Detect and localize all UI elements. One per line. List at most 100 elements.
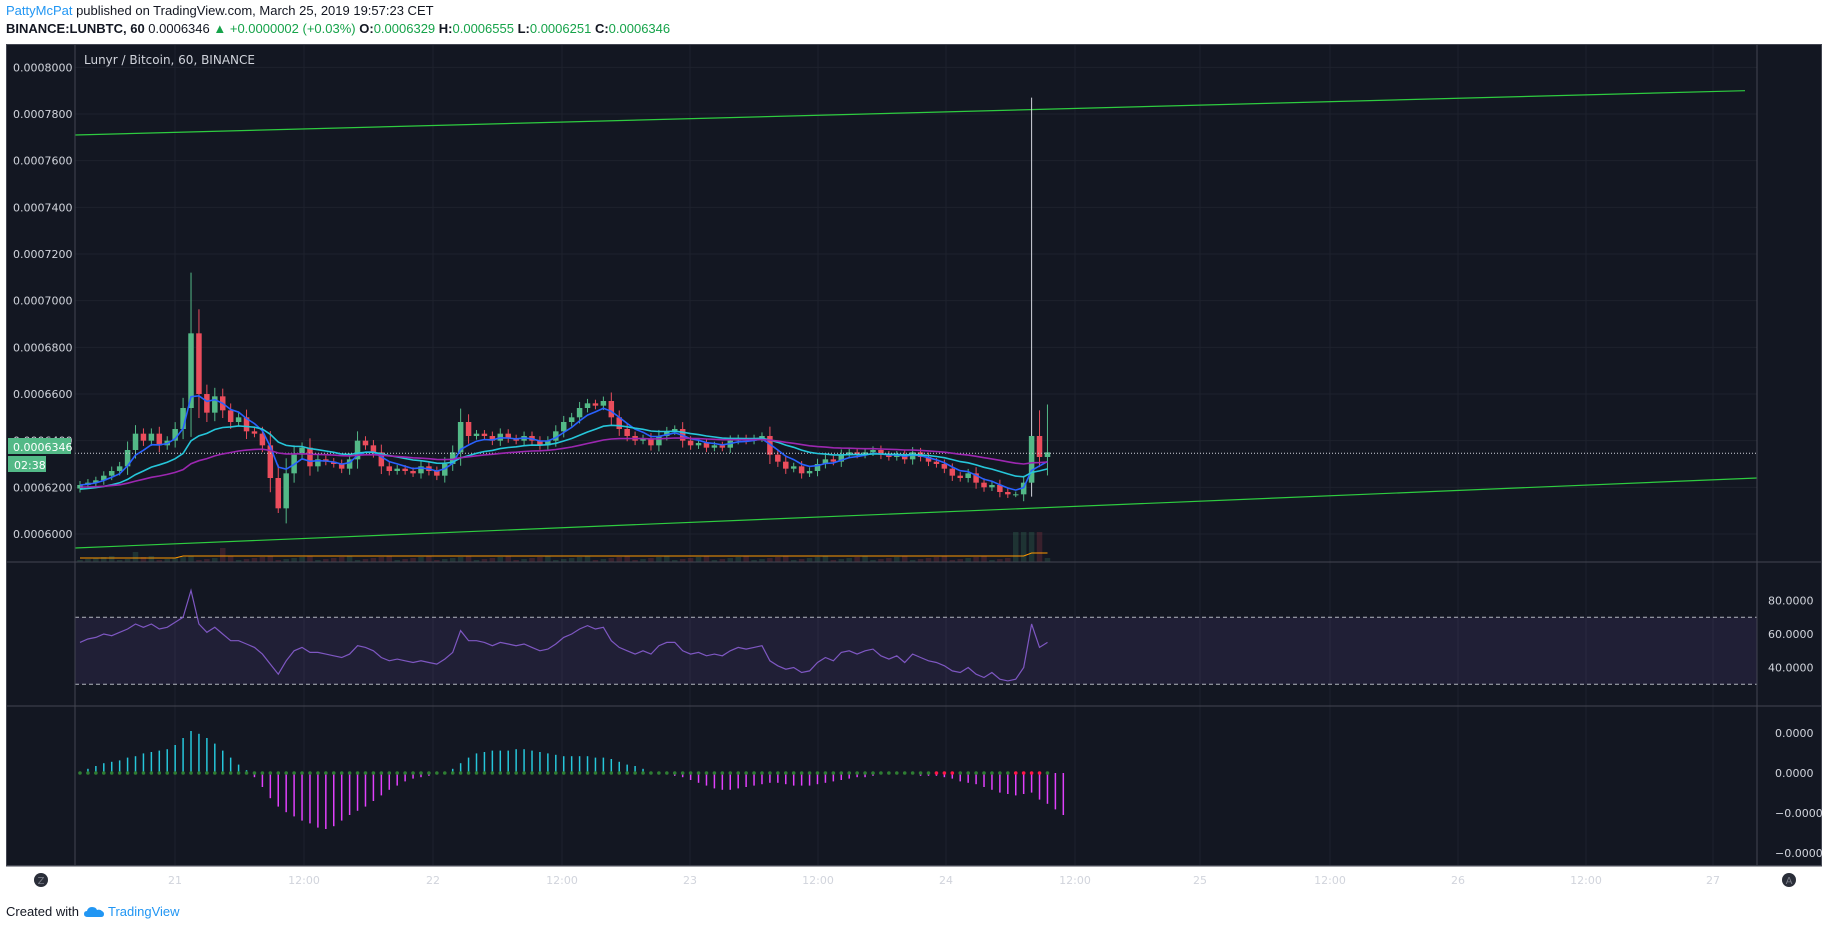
volume-bar (473, 560, 480, 562)
candle-body (695, 443, 702, 446)
price-tick-label: 0.0006200 (13, 481, 73, 494)
status-dot (220, 771, 225, 775)
candle-body (489, 436, 496, 441)
status-dot (498, 771, 503, 775)
candle-body (243, 417, 250, 432)
volume-bar (878, 559, 884, 562)
status-dot (839, 771, 844, 775)
volume-bar (465, 556, 472, 562)
candle-body (664, 431, 670, 436)
volume-bar (790, 560, 797, 562)
status-dot (974, 771, 978, 775)
status-dot (94, 771, 98, 775)
time-tick-label: 12:00 (546, 874, 578, 887)
histogram-tick-label: −0.0000 (1775, 847, 1823, 860)
candle-body (101, 475, 107, 481)
volume-bar (568, 558, 575, 562)
candle-body (1012, 494, 1019, 496)
volume-bar (1028, 532, 1035, 562)
candle-body (553, 431, 559, 441)
volume-bar (624, 556, 630, 562)
candle-body (156, 433, 163, 446)
candle-body (981, 482, 987, 488)
chart-canvas[interactable]: 0.0008000 0.0007800 0.0007600 0.0007400 0.00… (0, 0, 1828, 900)
volume-bar (180, 557, 186, 562)
volume-bar (814, 557, 821, 562)
candle-body (172, 429, 178, 441)
status-dot (918, 771, 923, 775)
candle-body (965, 473, 971, 478)
rsi-band (75, 617, 1757, 685)
status-dot (522, 771, 526, 775)
candle-body (227, 410, 234, 422)
volume-bar (77, 560, 83, 562)
volume-bar (481, 559, 488, 562)
candle-body (584, 403, 591, 408)
volume-bar (1020, 532, 1027, 562)
tradingview-link[interactable]: TradingView (83, 904, 180, 919)
volume-bar (783, 556, 789, 562)
moving-averages (79, 394, 1048, 491)
status-dot (894, 771, 899, 775)
volume-bar (346, 556, 353, 562)
volume-bar (227, 556, 234, 562)
volume-bar (822, 556, 829, 562)
status-dot (165, 771, 170, 775)
candle-body (592, 403, 599, 406)
candle-body (140, 433, 147, 441)
status-dot (411, 771, 415, 775)
status-dot (490, 771, 495, 775)
candle-body (798, 466, 805, 474)
candle-body (1005, 492, 1011, 495)
volume-bar (933, 557, 940, 562)
volume-bar (798, 559, 805, 562)
volume-bar (600, 559, 607, 562)
volume-bar (679, 559, 686, 562)
status-dot (982, 771, 986, 775)
author-link[interactable]: PattyMcPat (6, 3, 73, 18)
status-dot (387, 771, 392, 775)
candle-body (267, 445, 274, 478)
volume-bar (735, 557, 741, 562)
price-tick-label: 0.0007200 (13, 248, 73, 261)
symbol-line: BINANCE:LUNBTC, 60 0.0006346 ▲ +0.000000… (6, 21, 670, 36)
rsi-pane (75, 588, 1757, 685)
candle-body (997, 485, 1003, 492)
status-dot (910, 771, 915, 775)
candle-body (568, 417, 575, 422)
candle-body (886, 454, 892, 457)
candle-body (608, 401, 615, 418)
status-dot (609, 771, 614, 775)
status-dot (244, 771, 249, 775)
status-dot (419, 771, 423, 775)
candle-body (386, 466, 393, 471)
status-dot (1021, 771, 1026, 775)
candle-body (656, 436, 662, 446)
time-tick-label: 27 (1706, 874, 1720, 887)
volume-bar (886, 558, 892, 562)
volume-bar (402, 559, 408, 562)
volume-bar (235, 560, 242, 562)
status-dot (807, 771, 812, 775)
volume-bar (862, 556, 868, 562)
status-dot (990, 771, 994, 775)
volume-bar (584, 556, 591, 562)
status-dot (474, 771, 479, 775)
status-dot (331, 771, 336, 775)
axis-button-z[interactable]: Z (34, 873, 48, 887)
status-dot (649, 771, 653, 775)
volume-bar (243, 559, 250, 562)
axis-button-a[interactable]: A (1782, 873, 1796, 887)
volume-bar (775, 557, 781, 562)
volume-bar (331, 558, 337, 562)
candle-body (338, 464, 345, 469)
time-axis: 21 12:00 22 12:00 23 12:00 24 12:00 25 12:00 26 12:… (168, 874, 1720, 887)
status-dot (125, 771, 130, 775)
price-tag-bg (8, 438, 71, 454)
channel-lines (74, 90, 1758, 549)
status-dot (688, 771, 693, 775)
volume-bar (925, 558, 932, 562)
volume-bar (299, 557, 305, 562)
candle-body (434, 471, 440, 476)
candle-body (648, 438, 654, 446)
